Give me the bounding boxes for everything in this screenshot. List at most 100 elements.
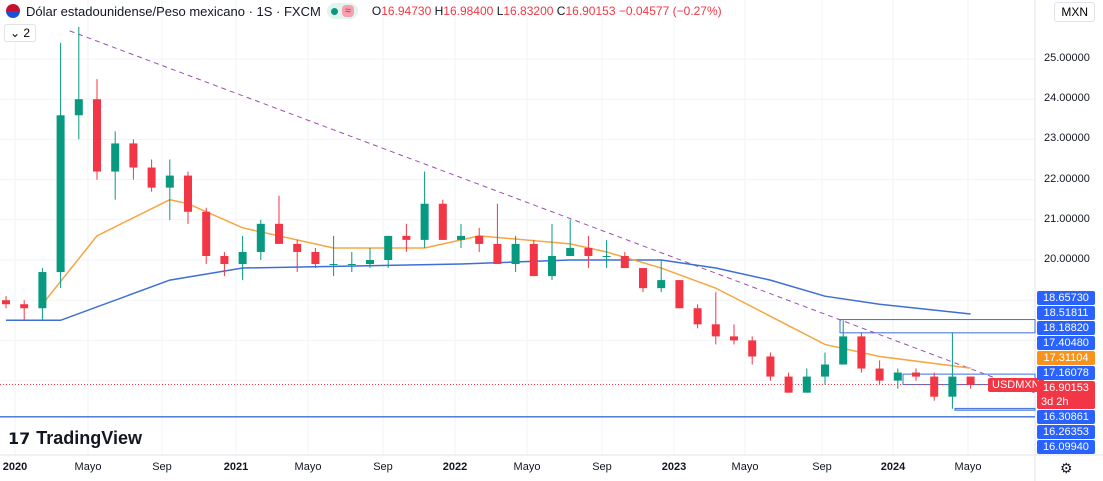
candle (238, 251, 247, 265)
candle (602, 255, 611, 257)
candle (329, 264, 338, 266)
time-axis-label: 2022 (442, 461, 468, 473)
rectangle-drawing (954, 407, 1036, 411)
candle (948, 376, 957, 397)
candle (839, 336, 848, 365)
candle (38, 272, 47, 309)
candle (256, 223, 265, 252)
candle (220, 255, 229, 265)
price-label: 18.65730 (1037, 291, 1095, 305)
candle (511, 243, 520, 265)
time-axis-label: 2023 (661, 461, 687, 473)
candle (56, 115, 65, 273)
candle (875, 368, 884, 381)
candle (475, 235, 484, 244)
candle (912, 372, 920, 377)
candle (711, 324, 720, 337)
time-axis-label: 2021 (223, 461, 249, 473)
time-axis-label: Sep (373, 461, 393, 473)
symbol-tag: USDMXN (988, 378, 1044, 392)
candle (693, 308, 702, 325)
candle (165, 175, 174, 188)
candle (566, 247, 575, 256)
price-label: 18.18820 (1037, 321, 1095, 335)
candle (311, 251, 320, 265)
ohlc-readout: O16.94730 H16.98400 L16.83200 C16.90153 … (371, 4, 722, 18)
candle (930, 376, 939, 397)
time-axis-label: 2024 (880, 461, 906, 473)
trendline (69, 30, 1035, 394)
candle (493, 243, 502, 265)
time-axis-label: Mayo (731, 461, 759, 473)
time-axis-label: Mayo (294, 461, 322, 473)
time-axis-label: Sep (812, 461, 832, 473)
price-axis-label: 24.00000 (1044, 92, 1090, 105)
candle (2, 300, 10, 305)
candle (966, 376, 975, 385)
candle (893, 372, 902, 381)
candle (620, 255, 629, 269)
candle (20, 304, 29, 309)
candle (366, 260, 374, 265)
price-axis-label: 22.00000 (1044, 172, 1090, 185)
flag-icon (6, 4, 20, 18)
candle (147, 167, 156, 188)
candle (675, 280, 684, 309)
candle (821, 364, 829, 377)
candle (347, 264, 356, 266)
time-axis-label: Sep (592, 461, 612, 473)
price-label: 16.09940 (1037, 440, 1095, 454)
price-label: 16.90153 3d 2h (1037, 381, 1095, 409)
candle (639, 268, 647, 289)
rectangle-drawing (839, 319, 1036, 334)
candle (548, 255, 556, 277)
time-axis-label: Mayo (513, 461, 541, 473)
symbol-title[interactable]: Dólar estadounidense/Peso mexicano · 1S … (26, 3, 321, 19)
ma-fast-line (41, 198, 971, 369)
price-label: 18.51811 (1037, 306, 1095, 320)
settings-icon[interactable]: ⚙ (1060, 460, 1073, 476)
candle (857, 336, 866, 369)
ma-slow-line (6, 259, 971, 322)
candle (275, 223, 283, 244)
candle (584, 247, 593, 256)
candle (293, 243, 302, 252)
candle (802, 376, 811, 393)
candle (657, 280, 666, 289)
price-label: 17.40480 (1037, 336, 1095, 350)
candle (529, 243, 538, 277)
market-open-icon (330, 7, 338, 15)
candle (748, 340, 757, 357)
candle (184, 175, 192, 212)
time-axis-label: Mayo (74, 461, 102, 473)
time-axis-label: Mayo (954, 461, 982, 473)
candle (93, 99, 101, 172)
tradingview-logo[interactable]: 𝟭𝟳 TradingView (8, 428, 142, 448)
candle (766, 356, 775, 377)
collapse-indicators-button[interactable]: ⌄ 2 (4, 24, 37, 42)
candle (457, 235, 465, 240)
time-axis-label: Sep (152, 461, 172, 473)
time-axis-label: 2020 (2, 461, 28, 473)
candle (74, 99, 83, 116)
price-axis-label: 20.00000 (1044, 253, 1090, 265)
candle (438, 203, 447, 240)
price-label: 16.30861 (1037, 410, 1095, 424)
price-label: 16.26353 (1037, 425, 1095, 439)
candle (784, 376, 793, 393)
candle (730, 336, 738, 341)
price-label: 17.16078 (1037, 366, 1095, 380)
currency-button[interactable]: MXN (1054, 2, 1095, 22)
candle (420, 203, 429, 240)
price-axis-label: 21.00000 (1044, 212, 1090, 225)
price-axis-label: 25.00000 (1044, 52, 1090, 64)
market-status[interactable]: ≈ (326, 3, 358, 19)
chart-header: Dólar estadounidense/Peso mexicano · 1S … (6, 3, 722, 19)
wave-icon: ≈ (341, 5, 354, 17)
price-label: 17.31104 (1037, 351, 1095, 365)
candle (129, 143, 138, 168)
candle (384, 235, 393, 260)
candle (111, 143, 120, 172)
price-axis-label: 23.00000 (1044, 132, 1090, 145)
